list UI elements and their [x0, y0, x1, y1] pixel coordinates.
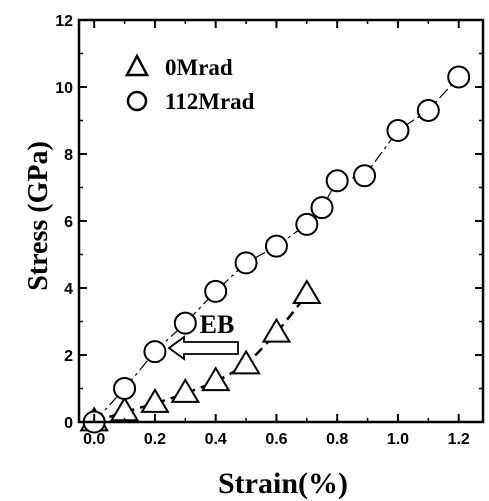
x-tick-label: 1.0 — [387, 431, 409, 448]
data-point-112Mrad — [295, 212, 319, 236]
data-point-112Mrad — [386, 119, 410, 143]
data-point-0Mrad — [170, 377, 201, 403]
data-point-112Mrad — [325, 169, 349, 193]
data-point-0Mrad — [261, 317, 292, 343]
data-point-112Mrad — [173, 311, 197, 335]
x-tick-label: 0.6 — [265, 431, 287, 448]
data-point-112Mrad — [353, 164, 377, 188]
x-tick-label: 0.0 — [83, 431, 105, 448]
data-point-112Mrad — [447, 65, 471, 89]
y-tick-label: 0 — [64, 415, 73, 432]
data-point-112Mrad — [264, 234, 288, 258]
legend-marker-triangle — [124, 53, 150, 77]
data-point-112Mrad — [204, 279, 228, 303]
data-point-0Mrad — [200, 366, 231, 392]
data-point-112Mrad — [113, 377, 137, 400]
x-tick-label: 1.2 — [448, 431, 470, 448]
x-tick-label: 0.8 — [326, 431, 348, 448]
x-tick-label: 0.2 — [144, 431, 166, 448]
y-axis-label: Stress (GPa) — [23, 141, 54, 291]
data-point-0Mrad — [231, 349, 261, 375]
x-tick-label: 0.4 — [205, 431, 227, 448]
y-tick-label: 12 — [55, 13, 73, 30]
plot-layer — [79, 65, 471, 434]
eb-arrow — [167, 335, 239, 361]
legend-label: 0Mrad — [165, 55, 233, 80]
data-point-112Mrad — [416, 98, 440, 122]
legend: 0Mrad 112Mrad — [124, 53, 255, 114]
legend-marker-circle — [126, 90, 148, 112]
y-tick-label: 10 — [55, 80, 73, 97]
x-axis-label: Strain(%) — [218, 467, 348, 500]
data-point-0Mrad — [292, 279, 322, 305]
eb-label: EB — [200, 310, 235, 339]
y-tick-label: 4 — [64, 281, 73, 298]
y-tick-label: 6 — [64, 214, 73, 231]
plot-frame — [77, 18, 485, 424]
data-point-112Mrad — [310, 196, 334, 220]
data-point-112Mrad — [143, 340, 167, 364]
data-point-112Mrad — [234, 251, 258, 275]
y-tick-label: 2 — [64, 348, 73, 365]
legend-label: 112Mrad — [165, 89, 255, 114]
axes-layer: 0.0 0.2 0.4 0.6 0.8 1.0 1.2 0 2 4 6 8 10 12 — [55, 13, 485, 448]
data-point-0Mrad — [140, 387, 170, 413]
y-tick-label: 8 — [64, 147, 73, 164]
eb-annotation: EB — [167, 310, 239, 361]
